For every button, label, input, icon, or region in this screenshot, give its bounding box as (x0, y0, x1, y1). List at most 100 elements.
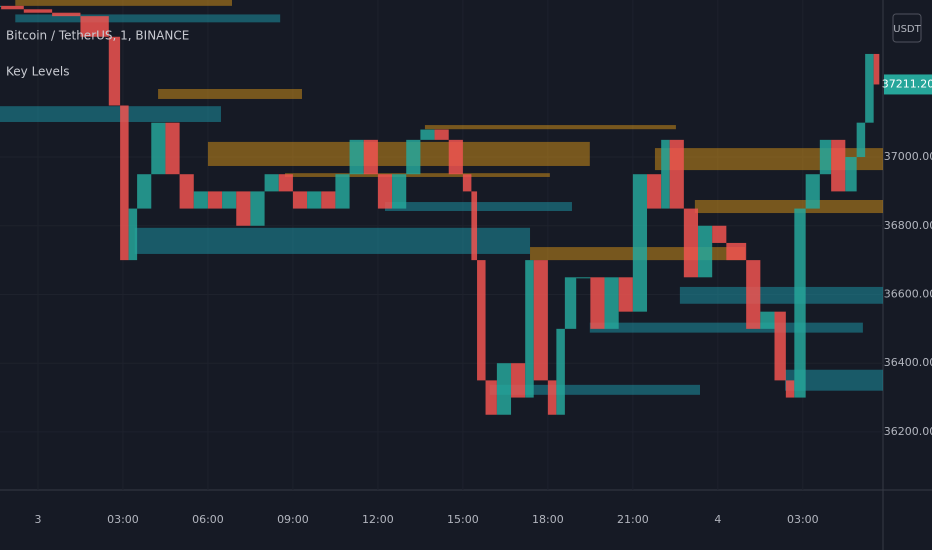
candle (250, 191, 265, 226)
candle (564, 277, 577, 329)
key-level-zone (679, 286, 883, 304)
candle (292, 191, 308, 209)
currency-button[interactable] (892, 13, 922, 43)
key-level-zone (0, 106, 221, 122)
key-level-zone (15, 14, 281, 23)
x-tick-label: 09:00 (277, 513, 309, 526)
candle (774, 311, 786, 381)
candle (151, 122, 166, 175)
candle (377, 174, 393, 209)
candle (511, 363, 526, 398)
candle (128, 208, 138, 261)
candle (785, 380, 795, 398)
candle (434, 129, 449, 140)
key-level-zone (284, 173, 550, 177)
key-level-zone (207, 141, 590, 166)
candle (760, 311, 775, 329)
candle (392, 174, 407, 209)
key-level-zone (134, 227, 531, 254)
candle (80, 16, 109, 37)
y-tick-label: 36400.00 (884, 356, 932, 369)
candle (726, 242, 747, 261)
candle (485, 380, 497, 415)
candle (307, 191, 322, 209)
candle (604, 277, 619, 329)
candle (865, 53, 874, 123)
x-tick-label: 12:00 (362, 513, 394, 526)
x-tick-label: 03:00 (107, 513, 139, 526)
y-tick-label: 37000.00 (884, 150, 932, 163)
x-tick-label: 03:00 (787, 513, 819, 526)
last-price-label: 37211.20 (882, 77, 932, 90)
candle (547, 380, 557, 415)
candle (120, 105, 129, 261)
candle (683, 208, 699, 278)
key-level-zone (489, 384, 700, 395)
key-level-zone (384, 202, 572, 211)
candle (794, 208, 806, 398)
candle (448, 139, 463, 175)
candle (661, 139, 670, 209)
x-tick-label: 18:00 (532, 513, 564, 526)
key-level-zone (15, 0, 233, 6)
candle (462, 174, 472, 192)
x-tick-label: 06:00 (192, 513, 224, 526)
y-tick-label: 36800.00 (884, 219, 932, 232)
key-level-zone (784, 369, 883, 391)
candle (477, 260, 486, 381)
x-tick-label: 4 (714, 513, 721, 526)
candle (805, 174, 820, 209)
candle (831, 139, 846, 192)
candle (236, 191, 251, 226)
candle (363, 139, 378, 175)
x-tick-label: 21:00 (617, 513, 649, 526)
candle (321, 191, 336, 209)
candle (108, 36, 121, 106)
candle (712, 225, 727, 243)
candle (525, 260, 534, 398)
candle (420, 129, 435, 140)
candle (845, 157, 857, 192)
candle (335, 174, 350, 209)
candle (746, 260, 761, 329)
candle (556, 328, 565, 415)
key-level-zone (589, 322, 863, 333)
chart-title: Bitcoin / TetherUS, 1, BINANCE (6, 29, 189, 43)
candle (533, 260, 548, 381)
candle (496, 363, 512, 415)
x-tick-label: 15:00 (447, 513, 479, 526)
candle (669, 139, 684, 209)
candle (165, 122, 180, 175)
key-level-zone (694, 199, 883, 214)
last-price-badge (884, 74, 932, 95)
candle (278, 174, 293, 192)
currency-label[interactable]: USDT (893, 24, 921, 35)
candle (698, 225, 713, 278)
candle (137, 174, 152, 209)
candle (856, 122, 866, 158)
key-level-zone (158, 88, 302, 99)
candle (647, 174, 662, 209)
candle (23, 9, 53, 13)
candle (590, 277, 605, 329)
key-level-zone (424, 125, 676, 130)
candle (873, 53, 880, 85)
candle (576, 277, 591, 279)
candle (618, 277, 633, 312)
candle (179, 174, 194, 209)
candle (349, 139, 364, 175)
x-tick-label: 3 (34, 513, 41, 526)
candle (1, 5, 24, 10)
candle (207, 191, 223, 209)
y-tick-label: 36600.00 (884, 287, 932, 300)
candle (222, 191, 237, 209)
candle (406, 139, 421, 175)
candle (632, 174, 648, 312)
candle (819, 139, 832, 175)
candle (0, 5, 2, 7)
candle (193, 191, 208, 209)
candle (52, 12, 81, 17)
y-tick-label: 36200.00 (884, 425, 932, 438)
plot (0, 0, 883, 415)
